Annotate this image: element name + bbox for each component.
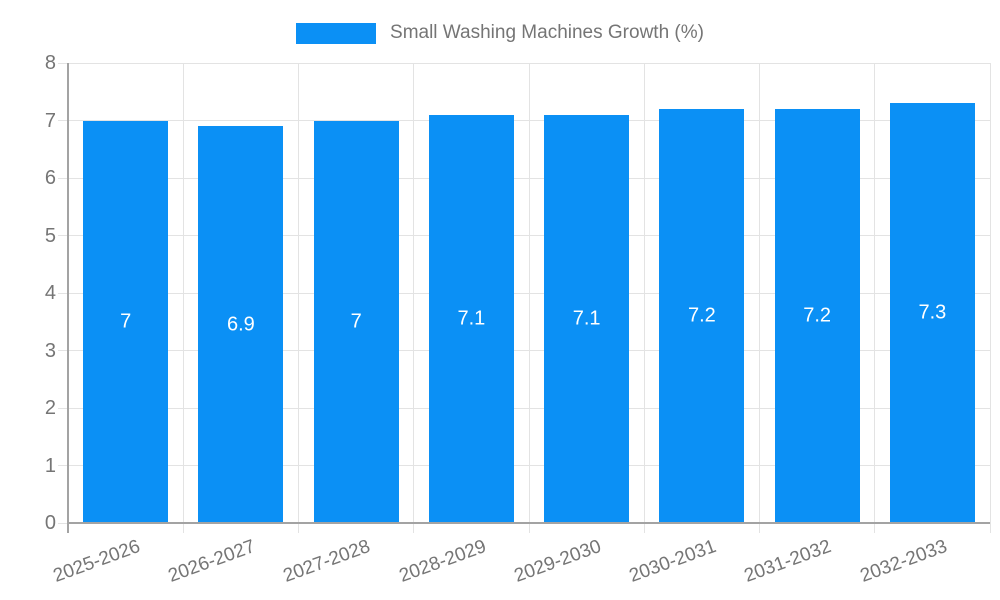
gridline-vertical	[759, 63, 760, 523]
bar	[428, 114, 514, 522]
gridline-vertical	[298, 63, 299, 523]
y-axis-tick	[58, 522, 68, 524]
x-axis-tick	[528, 523, 530, 533]
y-axis-tick-label: 5	[44, 224, 56, 247]
bar	[83, 120, 169, 522]
gridline-vertical	[643, 63, 645, 523]
x-axis-tick	[989, 523, 991, 533]
y-axis-tick-label: 1	[44, 454, 56, 477]
x-axis-tick	[298, 523, 299, 533]
y-axis-tick-label: 7	[44, 109, 56, 132]
y-axis-tick	[58, 465, 68, 466]
bar-value-label: 7.1	[572, 307, 601, 330]
bar	[544, 114, 630, 522]
bar	[198, 126, 284, 522]
gridline-vertical	[874, 63, 876, 523]
x-axis-tick	[182, 523, 184, 533]
y-axis-tick	[58, 235, 68, 236]
x-axis-tick	[759, 523, 760, 533]
x-axis-tick-label: 2025-2026	[50, 536, 143, 587]
gridline-vertical	[182, 63, 184, 523]
bar-value-label: 7	[350, 310, 362, 333]
gridline-vertical	[413, 63, 415, 523]
y-axis-tick-label: 0	[44, 512, 56, 534]
x-axis-tick-label: 2026-2027	[165, 536, 259, 587]
bar-value-label: 6.9	[226, 313, 255, 336]
y-axis-line	[67, 63, 69, 533]
x-axis-tick	[874, 523, 876, 533]
bar-value-label: 7.1	[457, 307, 486, 330]
chart-legend: Small Washing Machines Growth (%)	[0, 20, 1000, 46]
y-axis-tick	[58, 407, 68, 409]
bar-value-label: 7.2	[803, 304, 832, 327]
legend-swatch	[296, 22, 377, 44]
legend-label: Small Washing Machines Growth (%)	[390, 22, 704, 43]
bar-value-label: 7.3	[918, 301, 947, 324]
y-axis-tick	[58, 62, 68, 64]
x-axis-tick-label: 2029-2030	[511, 536, 604, 587]
bar	[774, 109, 860, 522]
y-axis-tick-label: 3	[44, 339, 56, 362]
x-axis-tick-label: 2030-2031	[626, 536, 720, 587]
x-axis-tick-label: 2032-2033	[856, 536, 950, 587]
y-axis-tick	[58, 292, 68, 294]
legend-item[interactable]: Small Washing Machines Growth (%)	[296, 22, 704, 44]
gridline-vertical	[528, 63, 530, 523]
x-axis-tick-label: 2027-2028	[280, 536, 374, 587]
x-axis-tick-label: 2028-2029	[395, 536, 489, 587]
bar-value-label: 7.2	[687, 304, 716, 327]
y-axis-tick	[58, 120, 68, 121]
y-axis-tick-label: 6	[44, 167, 56, 189]
x-axis-tick	[413, 523, 415, 533]
x-axis-tick-label: 2031-2032	[741, 536, 835, 587]
y-axis-tick	[58, 177, 68, 179]
bar	[889, 103, 975, 522]
y-axis-tick	[58, 350, 68, 351]
gridline-vertical	[989, 63, 991, 523]
y-axis-tick-label: 8	[44, 52, 56, 74]
bar-value-label: 7	[120, 310, 132, 333]
bar	[313, 120, 399, 522]
y-axis-tick-label: 4	[44, 282, 56, 304]
bar	[659, 109, 745, 522]
y-axis-tick-label: 2	[44, 397, 56, 419]
x-axis-tick	[643, 523, 645, 533]
x-axis-line	[68, 522, 990, 524]
